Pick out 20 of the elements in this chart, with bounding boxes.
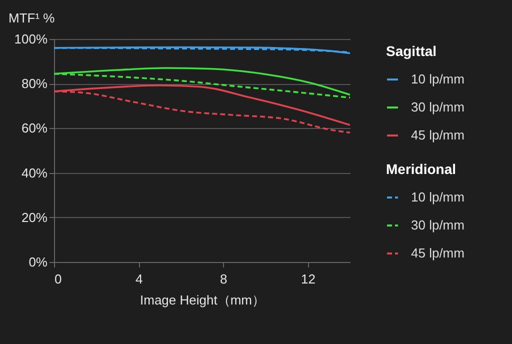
text: Meridional (386, 161, 456, 177)
x-tick-label: 4 (135, 272, 143, 286)
x-tick-label: 8 (220, 272, 228, 286)
y-tick-label: 60% (21, 120, 48, 136)
x-tick-label: 0 (54, 272, 62, 286)
legend-label: 10 lp/mm (411, 190, 464, 204)
legend-label: 45 lp/mm (411, 128, 464, 142)
text: Sagittal (386, 43, 437, 59)
x-axis-title: Image Height（mm） (140, 292, 265, 308)
x-tick-label: 12 (300, 272, 316, 286)
y-tick-label: 100% (14, 32, 48, 46)
legend-label: 30 lp/mm (411, 100, 464, 114)
y-axis-title: MTF¹ % (8, 10, 56, 26)
legend-label: 45 lp/mm (411, 246, 464, 260)
legend-label: 10 lp/mm (411, 72, 464, 86)
y-tick-label: 40% (21, 165, 48, 180)
y-tick-label: 0% (28, 254, 48, 270)
legend-label: 30 lp/mm (411, 218, 464, 232)
y-tick-label: 80% (21, 76, 48, 92)
y-tick-label: 20% (21, 210, 48, 225)
